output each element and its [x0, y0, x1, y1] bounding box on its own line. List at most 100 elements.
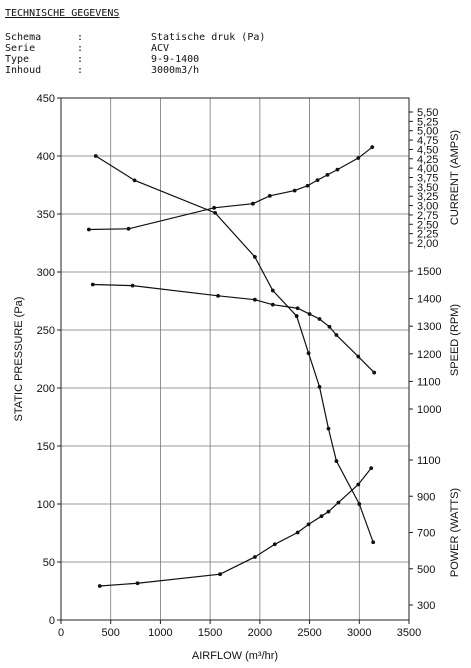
spec-key: Serie — [5, 43, 36, 54]
power-point — [295, 530, 300, 535]
y-tick-label: 0 — [49, 615, 55, 627]
speed-point — [334, 333, 339, 337]
power-point — [272, 542, 277, 547]
spec-row: Type: 9-9-1400 — [5, 54, 265, 65]
right-tick-label: 700 — [417, 528, 435, 540]
spec-key: Inhoud — [5, 65, 42, 76]
x-tick-label: 1500 — [198, 627, 222, 639]
right-tick-label: 1000 — [417, 404, 441, 416]
pressure-point — [93, 154, 98, 158]
x-tick-label: 3500 — [397, 627, 421, 639]
current-point — [212, 205, 217, 210]
power-point — [218, 572, 222, 577]
power-axis-label: POWER (WATTS) — [449, 488, 461, 577]
right-tick-label: 2,00 — [417, 238, 438, 250]
speed-point — [295, 306, 300, 311]
pressure-point — [357, 502, 362, 506]
current-point — [335, 167, 340, 172]
current-point — [356, 156, 361, 160]
speed-point — [130, 283, 135, 288]
speed-point — [90, 282, 95, 287]
spec-value: ACV — [151, 43, 170, 54]
pressure-point — [213, 210, 218, 215]
pressure-point — [326, 426, 331, 431]
x-axis-label: AIRFLOW (m³/hr) — [192, 650, 278, 662]
y-tick-label: 450 — [37, 93, 55, 105]
chart-grid — [60, 97, 410, 621]
current-point — [370, 145, 375, 150]
y-tick-label: 100 — [37, 499, 55, 511]
right-tick-label: 3,50 — [417, 182, 438, 194]
spec-key: Type — [5, 54, 30, 65]
x-tick-label: 500 — [102, 627, 120, 639]
y-tick-label: 300 — [37, 267, 55, 279]
speed-point — [307, 312, 312, 316]
pressure-point — [132, 178, 137, 183]
spec-row: Serie: ACV — [5, 43, 265, 54]
spec-sep: : — [77, 32, 84, 43]
right-tick-label: 3,00 — [417, 201, 438, 213]
chart-series — [86, 145, 377, 588]
pressure-point — [294, 314, 299, 318]
speed-point — [216, 293, 220, 298]
spec-sep: : — [77, 43, 84, 54]
x-tick-label: 2500 — [297, 627, 321, 639]
right-tick-label: 900 — [417, 491, 435, 503]
pressure-point — [371, 540, 376, 545]
right-tick-label: 300 — [417, 600, 435, 612]
speed-point — [356, 354, 361, 359]
right-tick-label: 2,25 — [417, 229, 438, 241]
right-tick-label: 1200 — [417, 349, 441, 361]
power-point — [336, 500, 341, 505]
power-point — [97, 584, 102, 588]
right-tick-label: 1500 — [417, 266, 441, 278]
x-tick-label: 1000 — [148, 627, 172, 639]
power-point — [306, 522, 311, 527]
right-tick-label: 1100 — [417, 376, 441, 388]
spec-key: Schema — [5, 32, 42, 43]
chart-axes: 0 500 1000 1500 2000 2500 3000 3500 0 50 100 150 200… — [37, 93, 442, 639]
speed-point — [252, 297, 257, 302]
right-tick-label: 1300 — [417, 321, 441, 333]
power-point — [319, 514, 324, 519]
y-tick-label: 200 — [37, 383, 55, 395]
right-tick-label: 2,75 — [417, 210, 438, 222]
current-point — [292, 188, 297, 193]
right-tick-label: 3,25 — [417, 191, 438, 203]
power-point — [135, 581, 140, 586]
y-tick-label: 350 — [37, 209, 55, 221]
x-tick-label: 0 — [58, 627, 64, 639]
right-tick-label: 500 — [417, 564, 435, 576]
sheet-title: TECHNISCHE GEGEVENS — [5, 8, 120, 19]
current-point — [126, 226, 131, 231]
right-tick-label: 4,25 — [417, 154, 438, 166]
x-tick-label: 3000 — [347, 627, 371, 639]
pressure-curve — [95, 155, 374, 543]
right-tick-label: 1100 — [417, 455, 441, 467]
spec-value: Statische druk (Pa) — [151, 32, 266, 43]
power-point — [252, 555, 257, 559]
current-point — [315, 178, 320, 183]
spec-row: Schema: Statische druk (Pa) — [5, 32, 265, 43]
current-axis-label: CURRENT (AMPS) — [449, 130, 461, 225]
current-point — [86, 227, 91, 232]
right-tick-label: 5,50 — [417, 107, 438, 119]
right-tick-label: 5,25 — [417, 116, 438, 128]
pressure-point — [270, 288, 275, 293]
pressure-point — [252, 255, 257, 259]
speed-point — [372, 370, 377, 375]
y-axis-label: STATIC PRESSURE (Pa) — [13, 297, 25, 422]
spec-sep: : — [77, 54, 84, 65]
speed-point — [317, 317, 322, 321]
power-point — [369, 466, 374, 471]
spec-list: Schema: Statische druk (Pa) Serie: ACV Typ… — [5, 32, 265, 76]
speed-axis-label: SPEED (RPM) — [449, 304, 461, 376]
spec-value: 3000m3/h — [151, 65, 200, 76]
current-point — [267, 193, 272, 198]
right-tick-label: 4,00 — [417, 163, 438, 175]
pressure-point — [334, 459, 339, 463]
right-tick-label: 1400 — [417, 294, 441, 306]
speed-point — [270, 302, 275, 307]
pressure-point — [317, 384, 322, 389]
